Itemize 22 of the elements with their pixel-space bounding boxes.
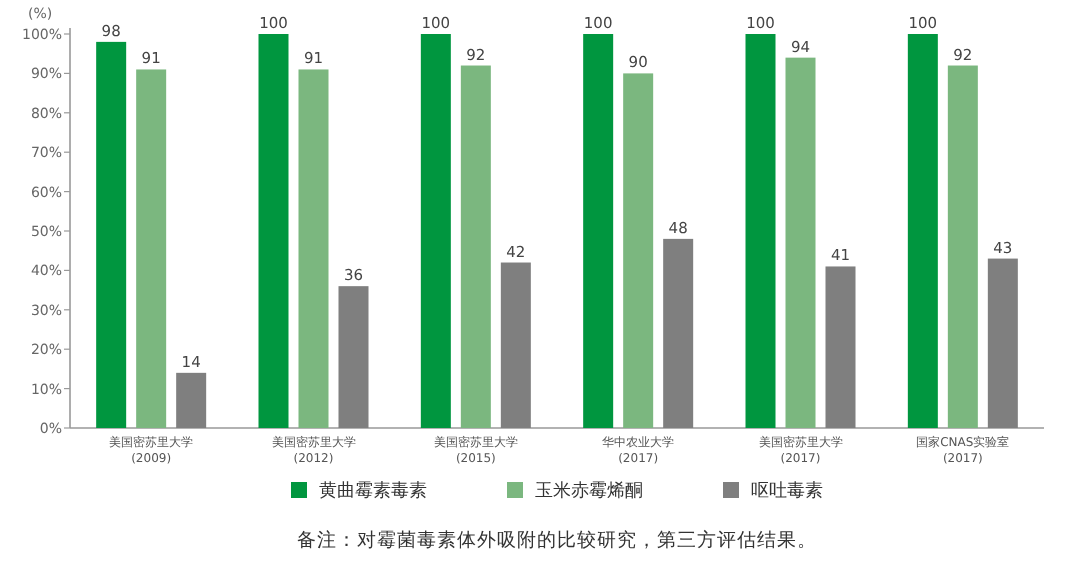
bar [583,34,614,428]
bar [825,266,856,428]
bar [500,262,531,428]
legend-label: 黄曲霉素毒素 [319,480,427,502]
bar [136,69,167,428]
bar [176,372,207,428]
text: 备注：对霉菌毒素体外吸附的比较研究，第三方评估结果。 [297,528,817,552]
bar [987,258,1018,428]
bar [947,65,978,428]
legend-label: 呕吐毒素 [751,480,823,502]
bar [907,34,938,428]
bar [96,41,127,428]
bar [745,34,776,428]
bar [298,69,329,428]
bar [623,73,654,428]
bar [663,238,694,428]
bar [338,286,369,428]
legend-label: 玉米赤霉烯酮 [535,480,643,502]
bar [420,34,451,428]
bar [785,57,816,428]
bar [258,34,289,428]
bar [460,65,491,428]
